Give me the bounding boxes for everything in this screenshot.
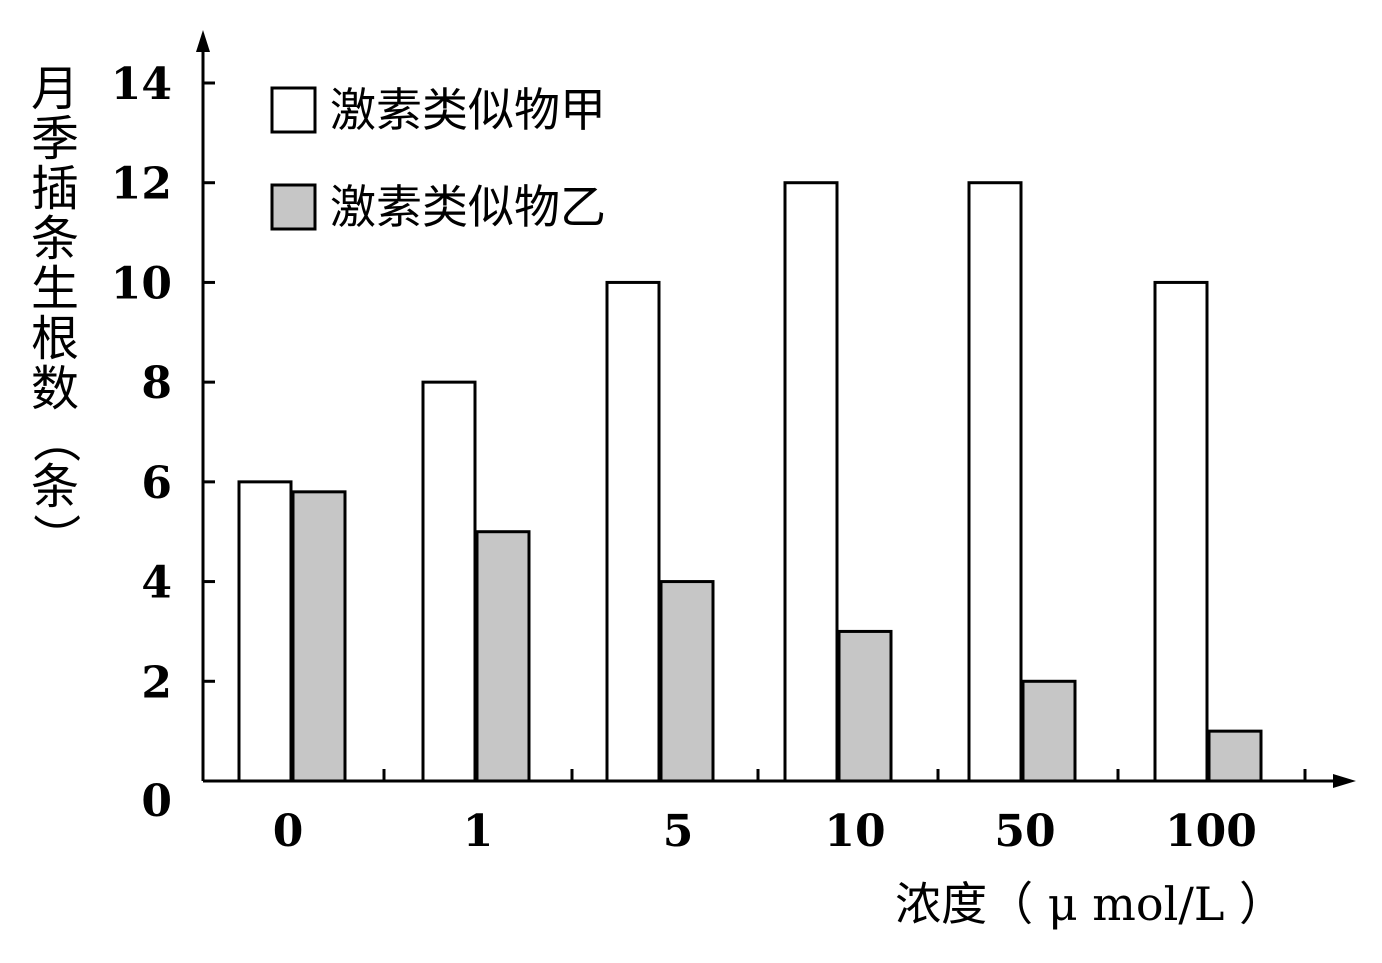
y-tick-label: 8 <box>141 358 172 409</box>
x-tick-label: 10 <box>824 806 885 857</box>
x-tick-label: 50 <box>994 806 1055 857</box>
y-axis-title-char: （ <box>27 415 83 463</box>
y-axis-title-char: 季 <box>31 111 79 167</box>
y-axis-title-char: 生 <box>31 261 79 317</box>
legend-label-series-1: 激素类似物甲 <box>330 83 606 137</box>
y-tick-label: 6 <box>141 458 172 509</box>
y-tick-label: 2 <box>141 657 172 708</box>
bar-series-1-10 <box>783 181 839 783</box>
bar-series-2-5 <box>659 580 715 783</box>
y-axis-title-char: 条 <box>31 211 79 267</box>
axes-layer <box>196 30 1356 788</box>
bar-series-1-100 <box>1153 280 1209 783</box>
bar-series-2-0 <box>291 490 347 783</box>
y-tick-label: 0 <box>141 776 172 827</box>
x-tick-label: 100 <box>1165 806 1257 857</box>
bar-series-1-50 <box>967 181 1023 783</box>
legend-swatch-series-1 <box>270 86 317 134</box>
x-ticks-layer: 0 1 5 10 50 100 <box>273 769 1307 857</box>
y-tick-label: 10 <box>111 258 172 309</box>
bar-series-2-50 <box>1021 679 1077 783</box>
x-tick-label: 5 <box>663 806 694 857</box>
y-axis-arrow <box>196 30 210 52</box>
legend-label-series-2: 激素类似物乙 <box>330 180 606 234</box>
y-tick-label: 4 <box>141 558 172 609</box>
x-axis-title: 浓度（ μ mol/L ） <box>895 877 1285 931</box>
y-axis-title-char: 插 <box>31 161 79 217</box>
y-tick-label: 12 <box>111 159 172 210</box>
y-axis-title-char: 条 <box>31 459 79 515</box>
legend: 激素类似物甲 激素类似物乙 <box>270 83 606 234</box>
bar-series-2-1 <box>475 530 531 783</box>
y-axis-title-char: 根 <box>31 311 79 367</box>
y-tick-label: 14 <box>111 59 172 110</box>
x-tick-label: 1 <box>463 806 494 857</box>
legend-swatch-series-2 <box>270 183 317 231</box>
bar-series-2-10 <box>837 629 893 783</box>
bar-series-2-100 <box>1207 729 1263 783</box>
y-axis-title-char: 数 <box>31 361 79 417</box>
y-axis-title-char: ） <box>27 513 83 561</box>
x-axis-arrow <box>1333 774 1356 788</box>
y-ticks-layer: 0 2 4 6 8 10 12 14 <box>111 59 215 827</box>
y-axis-title-char: 月 <box>31 61 79 117</box>
bars-layer <box>237 181 1263 783</box>
bar-series-1-1 <box>421 380 477 783</box>
x-tick-label: 0 <box>273 806 304 857</box>
bar-series-1-0 <box>237 480 293 783</box>
bar-series-1-5 <box>605 280 661 783</box>
